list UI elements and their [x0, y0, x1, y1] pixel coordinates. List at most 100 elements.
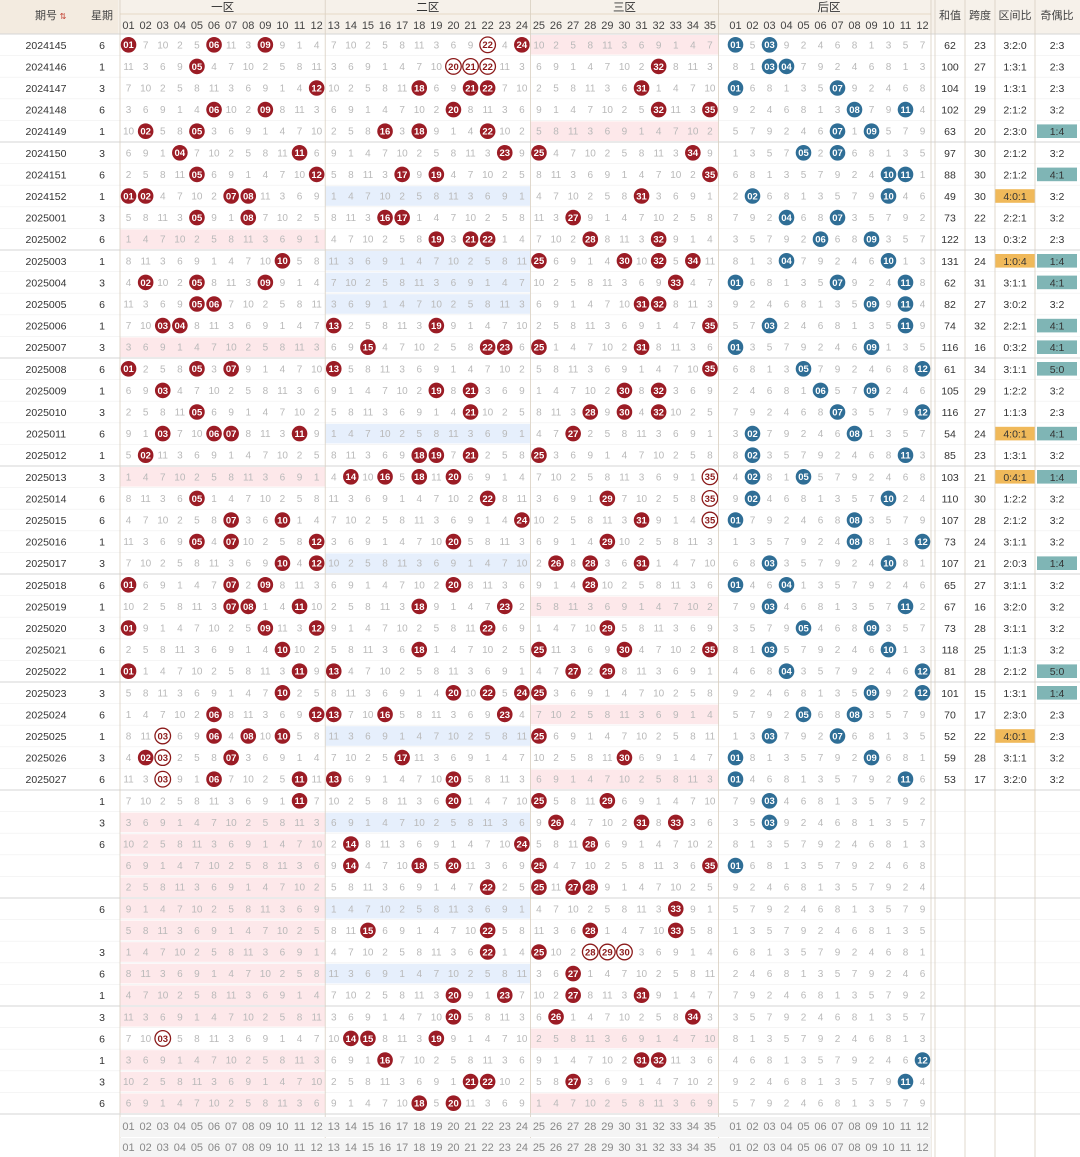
back-omission: 1: [886, 148, 892, 159]
back-number-header: 12: [916, 20, 928, 32]
back-omission: 3: [750, 148, 756, 159]
front-omission: 6: [126, 386, 132, 397]
back-omission: 5: [801, 559, 807, 570]
front-omission: 8: [519, 451, 525, 462]
back-omission: 7: [750, 710, 756, 721]
back-omission: 1: [733, 926, 739, 937]
weekday-cell: 6: [99, 493, 105, 505]
front-omission: 8: [587, 278, 593, 289]
front-omission: 6: [382, 451, 388, 462]
front-ball: [616, 382, 633, 399]
front-omission: 4: [263, 645, 269, 656]
front-omission: 4: [382, 343, 388, 354]
front-omission: 9: [348, 580, 354, 591]
front-omission: 11: [363, 645, 374, 656]
front-omission: 7: [416, 300, 422, 311]
front-ball: [616, 641, 633, 658]
front-omission: 3: [416, 796, 422, 807]
front-omission: 4: [365, 1099, 371, 1110]
front-omission: 10: [670, 883, 682, 894]
back-ball: [727, 339, 744, 356]
front-omission: 7: [519, 991, 525, 1002]
ratio-cell: 1:2:2: [1003, 493, 1027, 505]
front-ball: [531, 339, 547, 356]
front-omission: 6: [536, 537, 542, 548]
back-omission: 7: [818, 753, 824, 764]
front-ball-number: 31: [636, 299, 647, 310]
front-omission: 2: [673, 451, 679, 462]
front-ball: [685, 145, 701, 161]
back-omission: 5: [801, 170, 807, 181]
ratio-highlight: [995, 254, 1035, 268]
front-omission: 7: [177, 192, 183, 203]
front-omission: 10: [619, 775, 631, 786]
front-ball-number: 27: [568, 213, 579, 224]
front-omission: 9: [382, 732, 388, 743]
front-omission: 6: [570, 926, 576, 937]
back-omission: 9: [835, 559, 841, 570]
back-number-header: 11: [900, 20, 911, 32]
front-omission: 8: [143, 926, 149, 937]
front-omission: 1: [553, 1056, 559, 1067]
front-omission: 3: [228, 796, 234, 807]
front-omission: 5: [399, 472, 405, 483]
weekday-cell: 1: [99, 601, 105, 613]
front-omission: 11: [175, 170, 186, 181]
back-ball: [761, 317, 778, 334]
front-ball-number: 07: [226, 191, 237, 202]
back-omission: 3: [767, 1034, 773, 1045]
front-ball-number: 20: [448, 991, 459, 1002]
sum-cell: 100: [941, 61, 959, 73]
front-omission: 6: [280, 235, 286, 246]
front-omission: 1: [280, 796, 286, 807]
front-omission: 6: [126, 1099, 132, 1110]
front-omission: 5: [502, 451, 508, 462]
issue-cell: 2024148: [26, 105, 67, 117]
front-omission: 2: [263, 300, 269, 311]
back-ball: [744, 469, 761, 485]
back-omission: 7: [920, 40, 926, 51]
front-omission: 1: [416, 926, 422, 937]
front-omission: 8: [468, 580, 474, 591]
back-omission: 8: [869, 732, 875, 743]
front-omission: 7: [365, 904, 371, 915]
front-omission: 1: [639, 602, 645, 613]
front-omission: 5: [690, 213, 696, 224]
back-omission: 6: [835, 818, 841, 829]
front-ball-number: 06: [209, 429, 220, 440]
front-ball: [650, 252, 667, 269]
footer-front-number: 28: [584, 1121, 596, 1133]
front-omission: 8: [468, 105, 474, 116]
front-omission: 9: [673, 710, 679, 721]
front-ball: [667, 901, 684, 917]
front-omission: 1: [263, 127, 269, 138]
back-omission: 9: [869, 775, 875, 786]
sum-cell: 63: [944, 126, 956, 138]
front-omission: 11: [568, 602, 579, 613]
front-omission: 11: [585, 1034, 596, 1045]
front-number-header: 35: [704, 20, 716, 32]
front-omission: 11: [551, 408, 562, 419]
front-number-header: 09: [259, 20, 271, 32]
front-omission: 6: [673, 667, 679, 678]
front-omission: 6: [228, 1077, 234, 1088]
footer-front-number: 33: [670, 1121, 682, 1133]
weekday-cell: 6: [99, 105, 105, 117]
front-omission: 8: [502, 969, 508, 980]
front-omission: 6: [605, 127, 611, 138]
front-omission: 10: [414, 1056, 426, 1067]
weekday-cell: 3: [99, 753, 105, 765]
front-omission: 6: [536, 775, 542, 786]
front-ball: [325, 317, 342, 334]
front-omission: 4: [126, 991, 132, 1002]
front-omission: 3: [639, 948, 645, 959]
front-ball-number: 01: [123, 191, 134, 202]
front-omission: 10: [533, 278, 545, 289]
front-ball-number: 21: [465, 407, 476, 418]
issue-cell: 2024150: [26, 148, 67, 160]
front-omission: 10: [533, 40, 545, 51]
back-omission: 2: [784, 904, 790, 915]
back-omission: 3: [767, 256, 773, 267]
back-omission: 6: [767, 580, 773, 591]
back-omission: 5: [920, 732, 926, 743]
